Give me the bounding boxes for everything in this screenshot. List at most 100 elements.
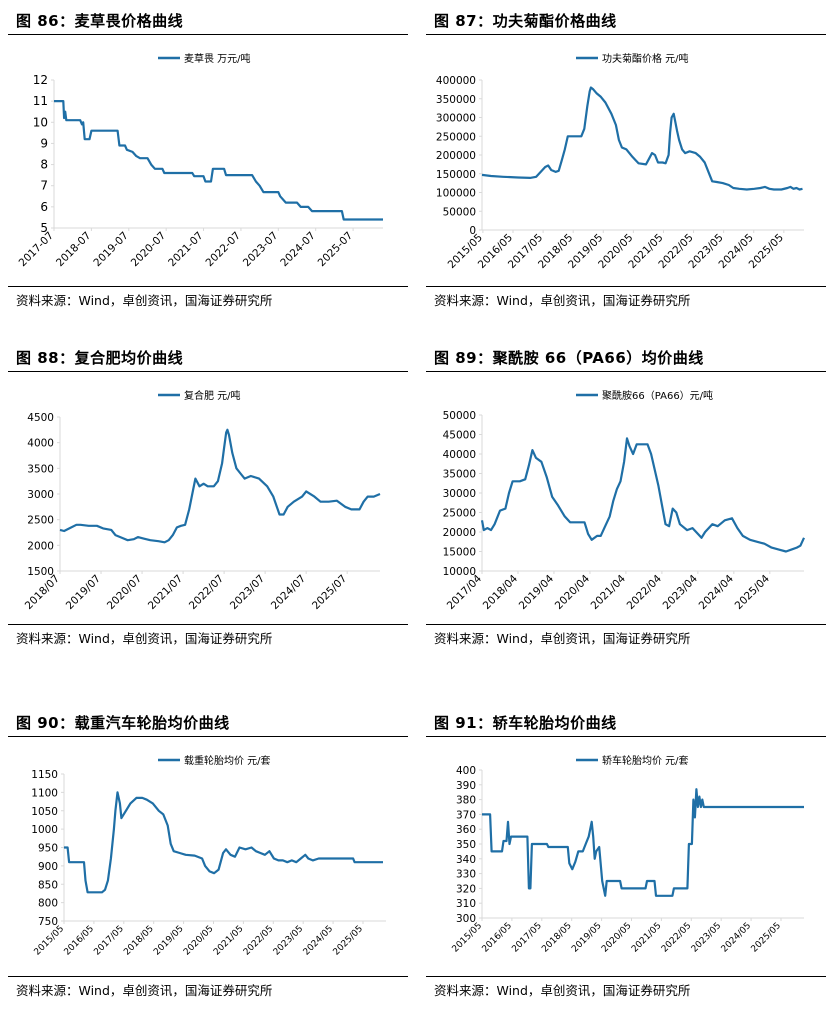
x-tick-label: 2024/05 <box>720 921 754 955</box>
y-tick-label: 0 <box>469 225 476 237</box>
x-tick-label: 2025/07 <box>310 573 349 612</box>
x-tick-label: 2021/04 <box>589 572 629 612</box>
x-tick-label: 2022/05 <box>660 921 694 955</box>
x-tick-label: 2023/04 <box>661 572 701 612</box>
x-tick-label: 2025/05 <box>750 921 784 955</box>
figure-89: 图 89：聚酰胺 66（PA66）均价曲线 10000 15000 20000 250… <box>426 347 826 647</box>
x-tick-label: 2021/05 <box>630 921 664 955</box>
legend-label: 载重轮胎均价 元/套 <box>184 754 271 767</box>
x-tick-label: 2019/05 <box>570 921 604 955</box>
source-rule <box>426 976 826 977</box>
y-tick-label: 8 <box>40 158 48 172</box>
x-tick-label: 2024-07 <box>278 230 318 270</box>
source-rule <box>8 624 408 625</box>
y-tick-label: 300 <box>456 913 476 925</box>
title-rule <box>426 34 826 35</box>
y-tick-label: 1050 <box>31 806 58 818</box>
y-tick-label: 25000 <box>443 508 476 520</box>
y-tick-label: 10 <box>33 115 48 129</box>
figure-title: 图 89：聚酰胺 66（PA66）均价曲线 <box>434 349 704 367</box>
x-tick-label: 2022/07 <box>187 573 226 612</box>
y-tick-label: 30000 <box>443 488 476 500</box>
y-tick-label: 900 <box>38 861 58 873</box>
x-tick-label: 2021/07 <box>146 573 185 612</box>
x-tick-label: 2025-07 <box>316 230 356 270</box>
source-note: 资料来源：Wind，卓创资讯，国海证券研究所 <box>16 631 273 646</box>
series-line <box>59 428 381 544</box>
y-tick-label: 340 <box>456 854 476 866</box>
y-tick-label: 390 <box>456 780 476 792</box>
y-tick-label: 9 <box>40 136 48 150</box>
source-rule <box>8 976 408 977</box>
x-tick-label: 2024/07 <box>269 573 308 612</box>
y-tick-label: 380 <box>456 795 476 807</box>
y-tick-label: 4000 <box>27 438 54 450</box>
x-tick-label: 2020/05 <box>600 921 634 955</box>
y-tick-label: 300000 <box>436 113 476 125</box>
y-tick-label: 800 <box>38 898 58 910</box>
x-tick-label: 2018/07 <box>23 573 62 612</box>
series-line <box>480 437 806 553</box>
y-tick-label: 400 <box>456 765 476 777</box>
source-note: 资料来源：Wind，卓创资讯，国海证券研究所 <box>434 293 691 308</box>
y-tick-label: 45000 <box>443 430 476 442</box>
figure-title: 图 87：功夫菊酯价格曲线 <box>434 12 617 30</box>
series-line <box>54 99 383 221</box>
figure-title: 图 88：复合肥均价曲线 <box>16 349 184 367</box>
source-note: 资料来源：Wind，卓创资讯，国海证券研究所 <box>16 983 273 998</box>
series-line <box>481 86 803 191</box>
title-rule <box>426 736 826 737</box>
chart-89: 10000 15000 20000 25000 30000 35000 40000 45000… <box>443 389 806 612</box>
x-tick-label: 2015/05 <box>33 924 67 958</box>
figure-90: 图 90：载重汽车轮胎均价曲线 750 800 850 900 950 1000 1050 1… <box>8 712 408 1012</box>
title-rule <box>8 736 408 737</box>
y-tick-label: 12 <box>33 73 48 87</box>
y-tick-label: 330 <box>456 869 476 881</box>
figure-title: 图 90：载重汽车轮胎均价曲线 <box>16 714 230 732</box>
x-tick-label: 2024/04 <box>697 572 737 612</box>
x-tick-label: 2016/05 <box>481 921 515 955</box>
x-tick-label: 2022-07 <box>204 230 244 270</box>
x-tick-label: 2025/05 <box>332 924 366 958</box>
chart-91: 300 310 320 330 340 350 360 370 380 390 400 2015/05… <box>451 754 804 955</box>
x-tick-label: 2021-07 <box>166 230 206 270</box>
y-tick-label: 250000 <box>436 131 476 143</box>
x-tick-label: 2018/05 <box>122 924 156 958</box>
legend-label: 功夫菊酯价格 元/吨 <box>602 52 689 65</box>
legend-label: 聚酰胺66（PA66）元/吨 <box>602 389 713 402</box>
source-rule <box>426 286 826 287</box>
y-tick-label: 11 <box>33 94 48 108</box>
x-tick-label: 2020/07 <box>105 573 144 612</box>
figure-91: 图 91：轿车轮胎均价曲线 300 310 320 330 340 350 360 370 38… <box>426 712 826 1012</box>
x-tick-label: 2020-07 <box>129 230 169 270</box>
y-tick-label: 400000 <box>436 75 476 87</box>
x-tick-label: 2018/05 <box>540 921 574 955</box>
y-tick-label: 40000 <box>443 449 476 461</box>
legend-label: 麦草畏 万元/吨 <box>184 52 251 65</box>
source-note: 资料来源：Wind，卓创资讯，国海证券研究所 <box>16 293 273 308</box>
x-tick-label: 2017/05 <box>92 924 126 958</box>
y-tick-label: 5 <box>40 221 48 235</box>
y-tick-label: 360 <box>456 824 476 836</box>
source-rule <box>8 286 408 287</box>
y-tick-label: 950 <box>38 843 58 855</box>
x-tick-label: 2022/05 <box>242 924 276 958</box>
y-tick-label: 2500 <box>27 515 54 527</box>
y-tick-label: 1150 <box>31 769 58 781</box>
title-rule <box>8 34 408 35</box>
legend-label: 复合肥 元/吨 <box>184 389 241 402</box>
figure-88: 图 88：复合肥均价曲线 1500 2000 2500 3000 3500 4000 450… <box>8 347 408 647</box>
title-rule <box>426 371 826 372</box>
x-tick-label: 2019/07 <box>64 573 103 612</box>
x-tick-label: 2019-07 <box>91 230 131 270</box>
x-tick-label: 2018/04 <box>481 572 521 612</box>
y-tick-label: 850 <box>38 879 58 891</box>
series-line <box>482 788 804 897</box>
y-tick-label: 3000 <box>27 489 54 501</box>
x-tick-label: 2020/04 <box>553 572 593 612</box>
legend-label: 轿车轮胎均价 元/套 <box>602 754 689 767</box>
y-tick-label: 310 <box>456 898 476 910</box>
y-tick-label: 2000 <box>27 540 54 552</box>
x-tick-label: 2023/05 <box>272 924 306 958</box>
source-note: 资料来源：Wind，卓创资讯，国海证券研究所 <box>434 631 691 646</box>
